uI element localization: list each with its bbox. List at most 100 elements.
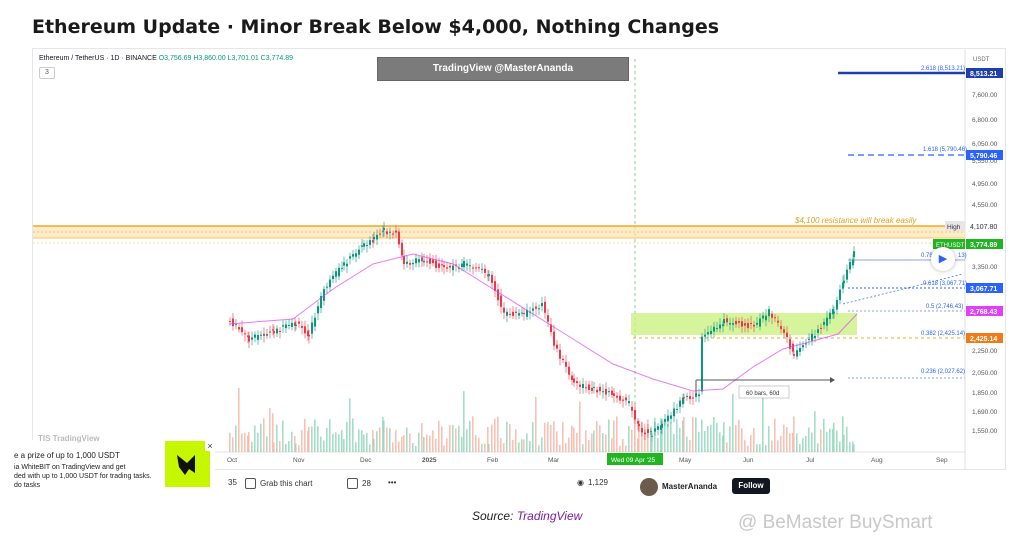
volume-bar	[593, 430, 595, 452]
projection-line	[842, 273, 964, 305]
volume-bar	[423, 436, 425, 452]
volume-bar	[326, 428, 328, 452]
follow-button[interactable]: Follow	[732, 478, 770, 494]
chart-svg[interactable]: 2.618 (8,513.21) 1.618 (5,790.46) 0.78 1…	[33, 49, 1005, 469]
candle-body	[707, 332, 709, 335]
candle-body	[686, 395, 688, 397]
candle-body	[382, 230, 384, 232]
badge-8513: 8,513.21	[970, 71, 997, 78]
volume-bar	[562, 422, 564, 452]
volume-bar	[379, 427, 381, 452]
candle-body	[449, 265, 451, 268]
candle-body	[491, 274, 493, 283]
candle-body	[518, 313, 520, 316]
volume-bar	[481, 443, 483, 452]
volume-bar	[842, 416, 844, 452]
volume-bar	[273, 442, 275, 452]
candle-body	[750, 323, 752, 325]
volume-bar	[338, 434, 340, 452]
volume-bar	[719, 432, 721, 452]
candle-body	[346, 263, 348, 267]
volume-bar	[415, 445, 417, 452]
volume-bar	[398, 441, 400, 452]
candle-body	[679, 400, 681, 407]
candle-body	[235, 324, 237, 326]
time-tick-label: Nov	[293, 457, 305, 464]
price-tick-label: 6,800.00	[972, 117, 998, 124]
volume-bar	[523, 439, 525, 452]
volume-bar	[235, 425, 237, 452]
volume-bar	[363, 434, 365, 452]
candle-body	[358, 249, 360, 255]
candle-body	[509, 313, 511, 315]
badge-4107: 4,107.80	[970, 224, 997, 231]
volume-bar	[487, 427, 489, 452]
candle-body	[756, 322, 758, 325]
volume-bar	[449, 424, 451, 452]
ad-logo[interactable]	[165, 441, 210, 487]
candle-body	[541, 303, 543, 307]
author-name[interactable]: MasterAnanda	[662, 482, 718, 491]
candle-body	[338, 267, 340, 277]
volume-bar	[786, 427, 788, 452]
volume-bar	[793, 416, 795, 452]
candle-body	[415, 258, 417, 264]
candle-body	[676, 408, 678, 410]
source-link[interactable]: TradingView	[516, 509, 583, 523]
candle-body	[298, 321, 300, 324]
candle-body	[497, 289, 499, 301]
volume-bar	[238, 387, 240, 452]
badge-8513-bg	[966, 68, 1003, 78]
candle-body	[710, 330, 712, 334]
ad-line-4[interactable]: do tasks	[14, 482, 41, 489]
candle-body	[257, 335, 259, 340]
volume-bar	[559, 444, 561, 452]
comments-button[interactable]: 28	[347, 478, 371, 489]
boost-button[interactable]: 35	[215, 478, 237, 487]
volume-bar	[469, 420, 471, 452]
volume-bar	[582, 444, 584, 452]
candle-body	[789, 339, 791, 349]
candle-body	[774, 317, 776, 319]
grab-chart-button[interactable]: Grab this chart	[245, 478, 312, 489]
volume-bar	[521, 439, 523, 452]
candle-body	[401, 242, 403, 256]
volume-bar	[544, 422, 546, 452]
volume-bar	[366, 432, 368, 452]
price-tick-label: 4,550.00	[972, 202, 998, 209]
volume-bar	[395, 430, 397, 452]
volume-bar	[753, 427, 755, 452]
price-axis-ticks: 7,600.00 6,800.00 6,050.00 5,550.00 4,950.00…	[972, 92, 998, 435]
candle-body	[550, 324, 552, 333]
volume-bar	[323, 440, 325, 452]
candle-body	[599, 386, 601, 392]
candle-body	[386, 231, 388, 235]
badge-3774-bg	[966, 239, 1003, 249]
volume-bar	[591, 433, 593, 452]
chart-card[interactable]: 2.618 (8,513.21) 1.618 (5,790.46) 0.78 1…	[32, 48, 1006, 470]
candle-body	[329, 279, 331, 288]
volume-bar	[707, 426, 709, 452]
play-icon[interactable]: ▶	[931, 247, 955, 271]
volume-bar	[329, 419, 331, 452]
candle-body	[544, 301, 546, 313]
candle-body	[285, 324, 287, 329]
candle-body	[647, 429, 649, 433]
volume-bar	[783, 424, 785, 452]
volume-bar	[529, 440, 531, 452]
volume-bar	[744, 440, 746, 452]
candle-body	[657, 426, 659, 430]
price-tick-label: 1,550.00	[972, 428, 998, 435]
candle-body	[820, 327, 822, 329]
candle-body	[376, 234, 378, 240]
candle-body	[826, 317, 828, 326]
collapse-button[interactable]: 3	[39, 67, 55, 79]
price-tick-label: 2,050.00	[972, 370, 998, 377]
avatar[interactable]	[640, 478, 658, 496]
candle-body	[320, 296, 322, 309]
more-button[interactable]: •••	[388, 478, 397, 487]
volume-bar	[308, 426, 310, 452]
close-icon[interactable]: ×	[205, 441, 215, 451]
volume-bar	[723, 422, 725, 452]
candle-body	[361, 245, 363, 247]
